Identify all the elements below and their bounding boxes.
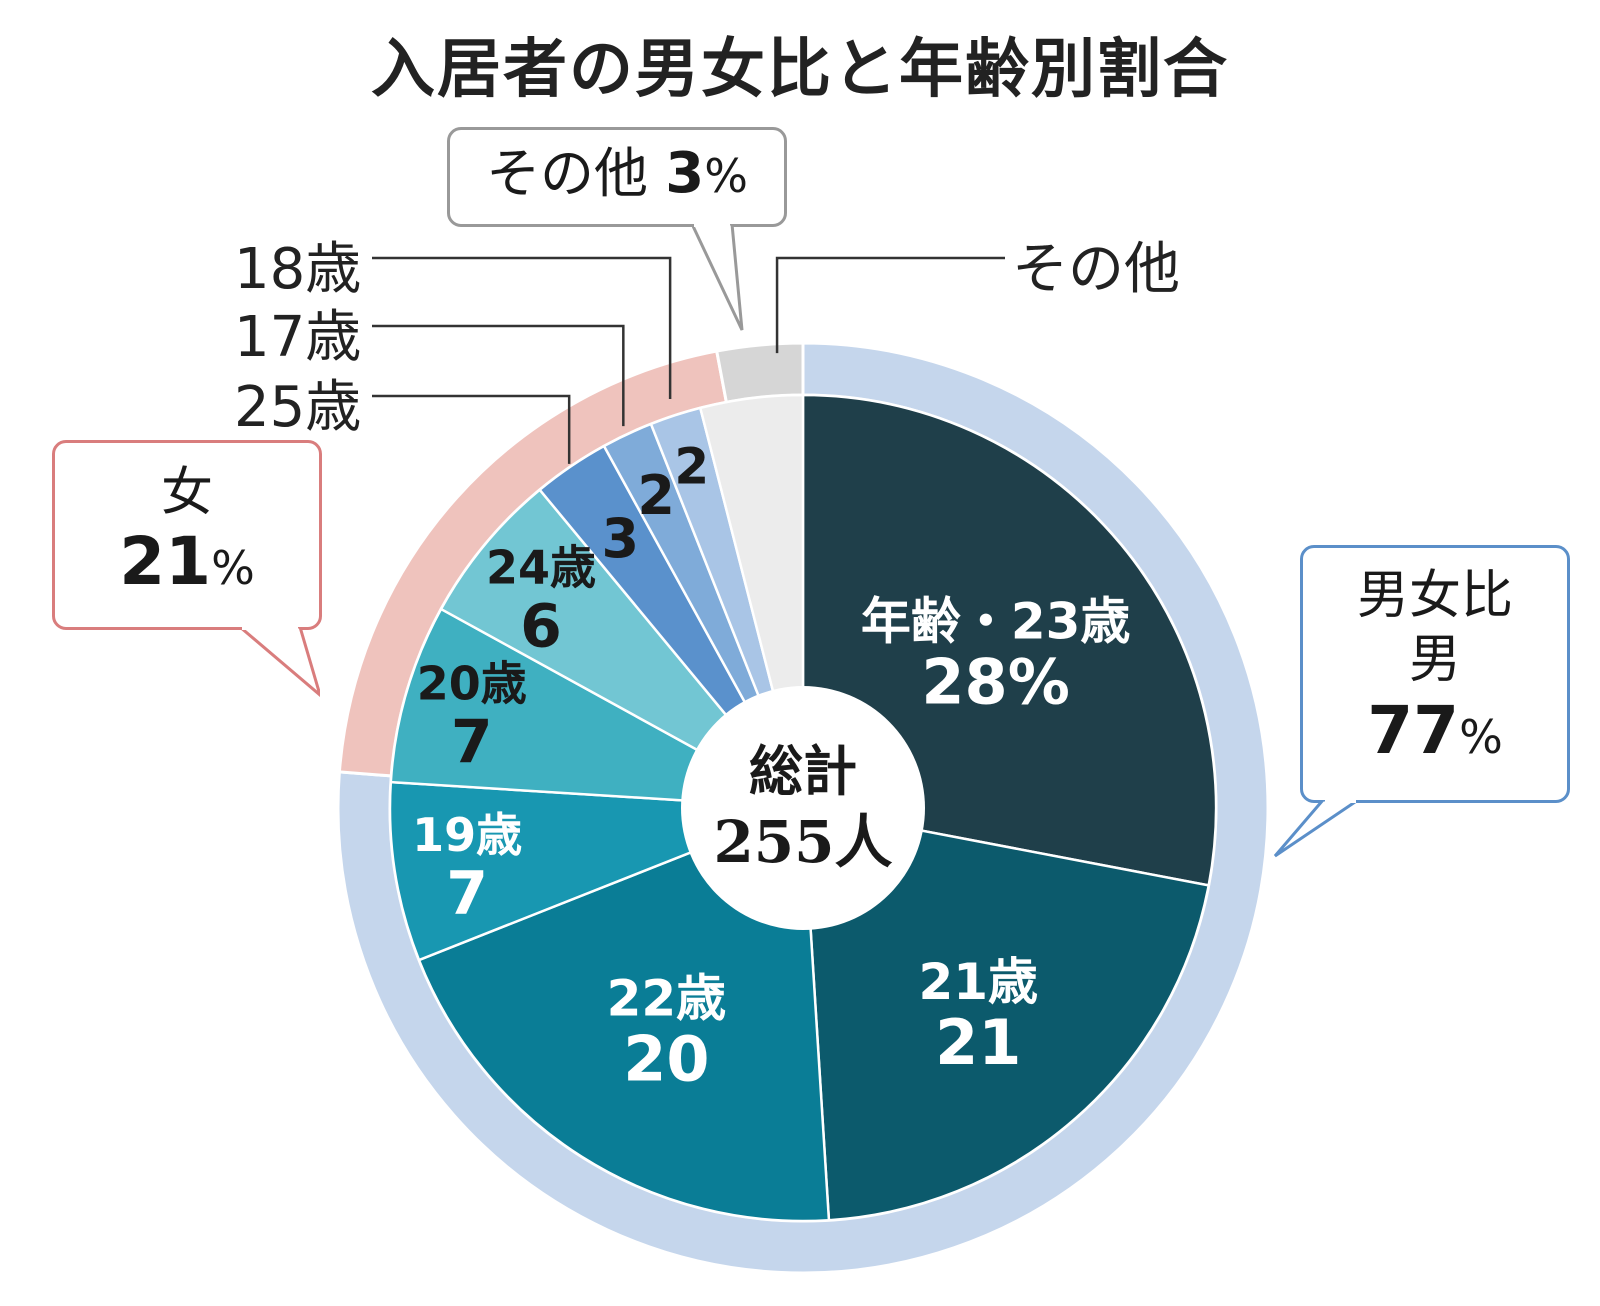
leader-label-age18: 18歳	[234, 237, 362, 302]
leader-line-other	[775, 256, 1005, 354]
leader-lines	[372, 256, 1005, 464]
slice-age22	[417, 806, 831, 1223]
slice-age21	[801, 806, 1211, 1222]
female-callout-label: 女	[160, 463, 213, 523]
slice-name-age22: 22歳	[607, 969, 727, 1027]
female-callout: 女 21%	[52, 440, 322, 697]
other-callout: その他 3%	[447, 127, 787, 331]
slice-value-age25: 3	[602, 507, 640, 570]
center-total-value: 255人	[713, 808, 892, 876]
slice-value-age19: 7	[446, 859, 488, 929]
male-callout-value: 77	[1367, 692, 1460, 769]
female-callout-tail	[240, 627, 320, 697]
slice-value-age20: 7	[451, 708, 493, 778]
male-callout-label2: 男	[1408, 630, 1461, 690]
center-total: 総計 255人	[681, 686, 925, 930]
male-callout-tail	[1273, 800, 1361, 858]
slice-value-age21: 21	[935, 1006, 1021, 1079]
slice-value-age23: 28%	[921, 646, 1069, 719]
center-hole	[681, 686, 925, 930]
center-label: 総計	[749, 739, 857, 803]
leader-line-age18	[372, 256, 672, 400]
slice-name-age24: 24歳	[486, 540, 596, 594]
leader-line-age25	[372, 394, 571, 464]
leader-line-age17	[372, 324, 625, 427]
slice-value-age18: 2	[674, 438, 709, 496]
slice-value-age24: 6	[520, 591, 562, 661]
outer-slice-other	[714, 341, 805, 404]
female-callout-value: 21	[119, 523, 212, 600]
male-callout: 男女比 男 77%	[1273, 545, 1570, 858]
slice-value-age22: 20	[623, 1022, 709, 1095]
slice-value-age17: 2	[637, 464, 675, 527]
other-callout-unit: %	[704, 149, 748, 203]
slice-name-age23: 年齢・23歳	[861, 593, 1131, 651]
slice-name-age20: 20歳	[417, 657, 527, 711]
female-callout-unit: %	[211, 541, 255, 595]
male-callout-unit: %	[1459, 710, 1503, 764]
slice-name-age21: 21歳	[918, 953, 1038, 1011]
male-callout-label1: 男女比	[1356, 566, 1513, 626]
other-callout-label: その他	[486, 142, 649, 205]
leader-label-age17: 17歳	[234, 305, 362, 370]
leader-label-other: その他	[1012, 237, 1180, 302]
leader-label-age25: 25歳	[234, 375, 362, 440]
other-callout-value: 3	[665, 141, 705, 206]
slice-name-age19: 19歳	[412, 808, 522, 862]
chart-title: 入居者の男女比と年齢別割合	[371, 33, 1229, 107]
other-callout-tail	[692, 224, 744, 331]
